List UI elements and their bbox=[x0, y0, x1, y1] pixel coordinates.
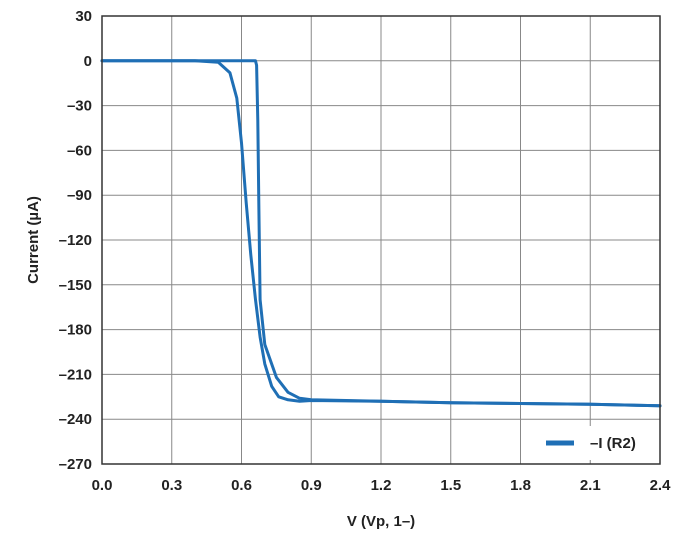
plot-frame bbox=[101, 15, 661, 465]
y-tick-label: –30 bbox=[67, 98, 92, 115]
x-tick-label: 0.6 bbox=[231, 477, 252, 494]
x-tick-label: 1.2 bbox=[371, 477, 392, 494]
legend-label: –I (R2) bbox=[590, 435, 636, 452]
y-tick-label: –150 bbox=[59, 277, 92, 294]
x-tick-label: 2.4 bbox=[650, 477, 672, 494]
x-tick-label: 0.0 bbox=[92, 477, 113, 494]
x-tick-label: 2.1 bbox=[580, 477, 601, 494]
y-tick-label: 30 bbox=[75, 8, 92, 25]
y-tick-label: –240 bbox=[59, 411, 92, 428]
y-tick-label: –210 bbox=[59, 366, 92, 383]
grid bbox=[101, 15, 661, 465]
x-axis-title: V (Vp, 1–) bbox=[347, 513, 415, 530]
y-tick-label: –120 bbox=[59, 232, 92, 249]
y-tick-label: 0 bbox=[84, 53, 92, 70]
y-axis-title: Current (µA) bbox=[25, 196, 42, 284]
y-tick-label: –60 bbox=[67, 142, 92, 159]
y-tick-label: –180 bbox=[59, 322, 92, 339]
x-tick-label: 0.9 bbox=[301, 477, 322, 494]
x-tick-label: 0.3 bbox=[161, 477, 182, 494]
series-line-2 bbox=[100, 59, 662, 408]
y-tick-label: –270 bbox=[59, 456, 92, 473]
tick-labels: 0.0 0.3 0.6 0.9 1.2 1.5 1.8 2.1 2.4 30 0 –30 –60 –90 –… bbox=[59, 8, 671, 494]
x-tick-label: 1.8 bbox=[510, 477, 531, 494]
series-layer bbox=[100, 59, 662, 408]
x-tick-label: 1.5 bbox=[440, 477, 461, 494]
y-tick-label: –90 bbox=[67, 187, 92, 204]
legend: –I (R2) bbox=[530, 426, 656, 460]
